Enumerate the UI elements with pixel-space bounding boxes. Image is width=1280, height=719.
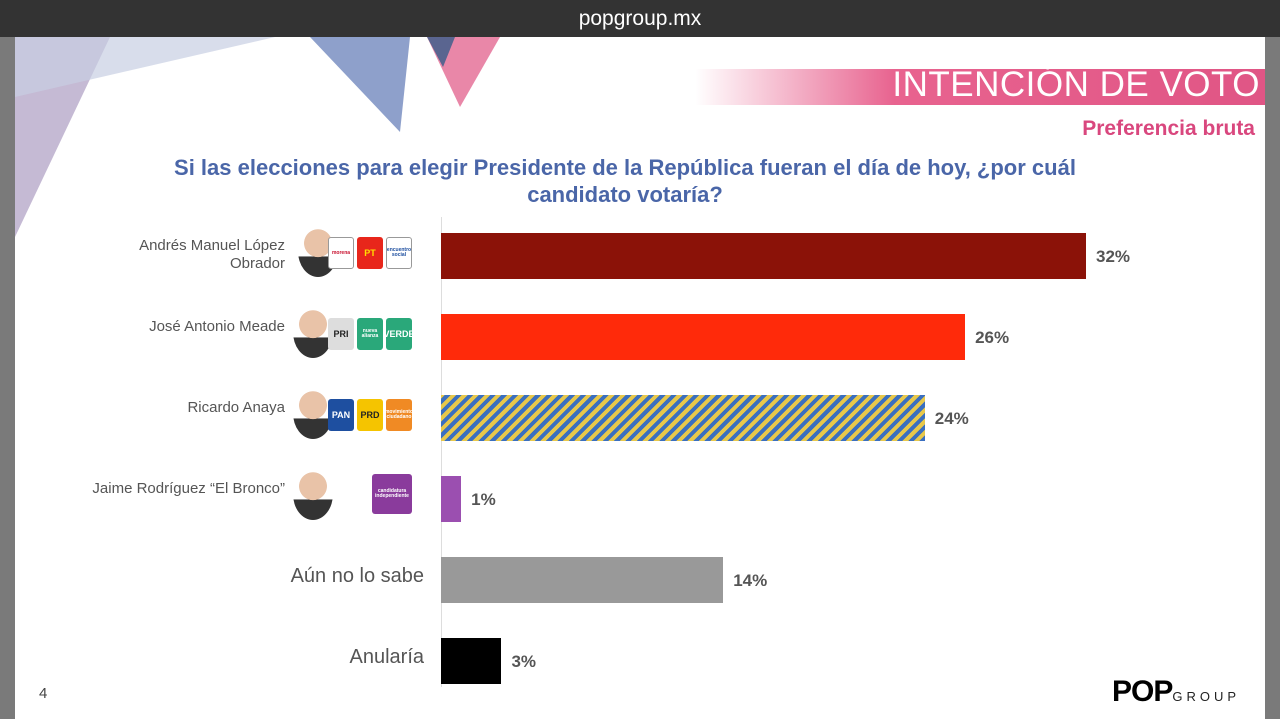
party-logo-candidatura-independiente: candidatura independiente (372, 474, 412, 514)
bar (441, 395, 925, 441)
data-label: 1% (471, 490, 496, 509)
party-logo-text: candidatura independiente (375, 488, 409, 499)
category-label: Ricardo Anaya (187, 399, 285, 416)
title-band (695, 69, 1265, 105)
party-logo-morena: morena (328, 237, 354, 269)
chart-title: Si las elecciones para elegir Presidente… (174, 155, 1076, 207)
party-logo-text: PT (364, 247, 376, 258)
bar (441, 557, 724, 603)
category-label: Anularía (349, 646, 425, 668)
axis-line (441, 217, 442, 687)
candidate-photo (293, 468, 333, 520)
party-logo-text: movimiento ciudadano (386, 409, 412, 420)
party-logo-pt: PT (357, 237, 383, 269)
party-logo-text: nueva alianza (361, 328, 379, 339)
candidate-photo (293, 387, 333, 439)
party-logo-text: PRD (360, 409, 380, 420)
party-logo-text: PRI (333, 328, 349, 339)
brand-text: POP (1112, 675, 1173, 708)
party-logo-text: VERDE (386, 328, 412, 339)
slide: INTENCIÓN DE VOTO Preferencia bruta Si l… (15, 37, 1265, 719)
brand-suffix: GROUP (1172, 689, 1241, 704)
bar (441, 314, 966, 360)
party-logo-nueva-alianza: nueva alianza (357, 318, 383, 350)
category-label: José Antonio Meade (149, 318, 285, 335)
data-label: 32% (1096, 247, 1131, 266)
data-label: 26% (975, 328, 1010, 347)
category-label: Aún no lo sabe (290, 565, 424, 587)
bar (441, 476, 462, 522)
party-logo-text: morena (331, 249, 351, 256)
party-logo-verde: VERDE (386, 318, 412, 350)
bar (441, 638, 502, 684)
data-label: 3% (511, 652, 537, 671)
party-logo-prd: PRD (357, 399, 383, 431)
party-logo-text: PAN (331, 409, 351, 420)
bar (441, 233, 1086, 279)
slide-title: INTENCIÓN DE VOTO (892, 65, 1260, 104)
data-label: 24% (934, 409, 969, 428)
candidate-photo (293, 306, 333, 358)
party-logo-encuentro-social: encuentro social (386, 237, 412, 269)
category-label: Andrés Manuel López Obrador (139, 237, 285, 272)
browser-url-bar[interactable]: popgroup.mx (0, 0, 1280, 37)
page-number: 4 (39, 685, 48, 702)
pop-group-logo: POPGROUP (1112, 675, 1240, 709)
slide-subtitle: Preferencia bruta (1082, 117, 1255, 140)
party-logo-movimiento-ciudadano: movimiento ciudadano (386, 399, 412, 431)
decorative-triangles (15, 37, 500, 237)
category-label: Jaime Rodríguez “El Bronco” (92, 480, 285, 497)
party-logo-pan: PAN (328, 399, 354, 431)
party-logo-text: encuentro social (386, 247, 412, 258)
data-label: 14% (733, 571, 768, 590)
party-logo-pri: PRI (328, 318, 354, 350)
